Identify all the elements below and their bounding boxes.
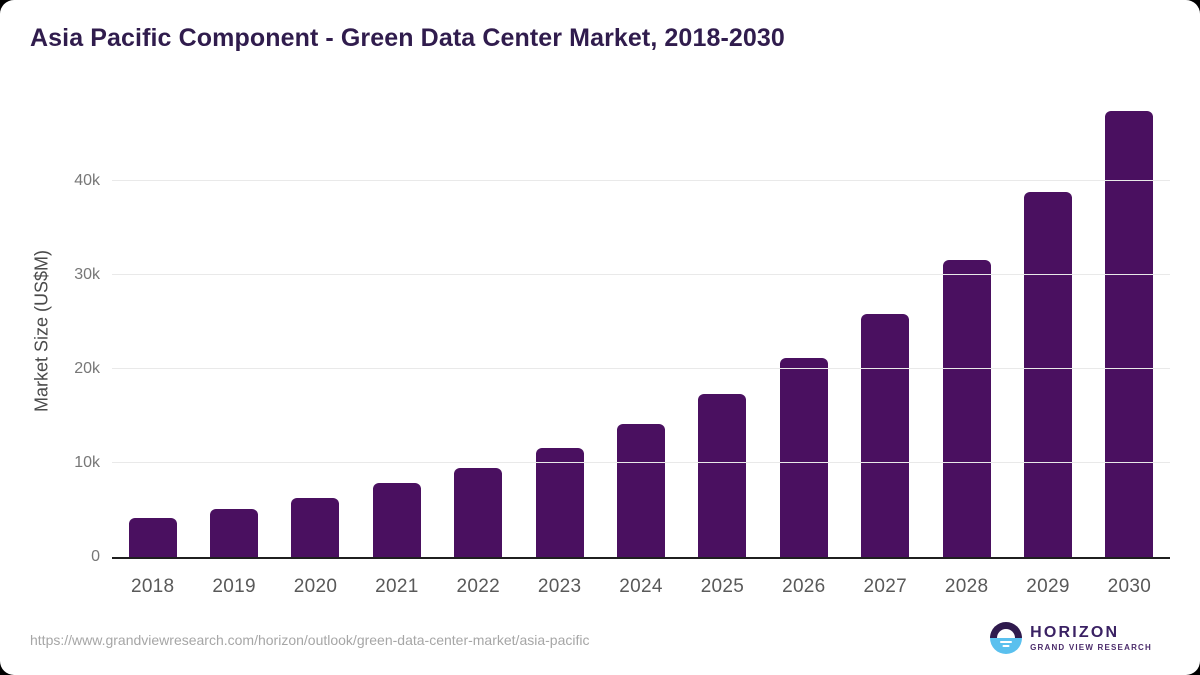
bar-cell [1007,105,1088,557]
bar-2027[interactable] [861,313,910,557]
source-url: https://www.grandviewresearch.com/horizo… [30,632,590,648]
bar-cell [519,105,600,557]
bar-2020[interactable] [291,498,340,557]
bar-cell [1089,105,1170,557]
logo-subtitle: GRAND VIEW RESEARCH [1030,643,1152,652]
sun-dome-shape [997,629,1016,638]
bar-2021[interactable] [372,483,421,557]
x-axis-labels: 2018 2019 2020 2021 2022 2023 2024 2025 2026 2027… [112,563,1170,598]
bar-cell [682,105,763,557]
bar-cell [600,105,681,557]
sun-reflection-line [1000,641,1013,643]
x-axis-label-2024: 2024 [619,576,663,597]
bar-cell [356,105,437,557]
x-axis-label-2029: 2029 [1026,576,1070,597]
bars-container [112,105,1170,557]
x-axis-label-2021: 2021 [375,576,419,597]
x-axis-label-2023: 2023 [537,576,582,597]
bar-cell [193,105,274,557]
bar-2019[interactable] [210,509,259,557]
x-axis-label-2019: 2019 [212,576,256,597]
gridline-30k [112,274,1170,275]
bar-cell [112,105,193,557]
bar-2023[interactable] [535,448,584,557]
bar-2026[interactable] [779,357,828,557]
logo-name: HORIZON [1030,624,1120,641]
sun-reflection-line [1002,645,1010,647]
x-axis-label-2030: 2030 [1107,576,1152,597]
bar-2022[interactable] [454,468,503,557]
x-axis-label-2020: 2020 [293,576,338,597]
bar-2029[interactable] [1023,192,1072,557]
bar-2018[interactable] [128,517,177,557]
gridline-10k [112,462,1170,463]
x-axis-label-2018: 2018 [130,576,175,597]
x-axis-label-2026: 2026 [782,576,826,597]
y-tick-label: 20k [74,360,100,377]
horizon-sun-icon [990,622,1023,654]
x-axis-label-2028: 2028 [944,576,989,597]
plot-area: 0 10k 20k 30k 40k [74,105,1170,565]
bar-cell [438,105,519,557]
y-tick-label: 30k [74,266,100,283]
y-tick-label: 10k [74,454,100,471]
bar-2024[interactable] [617,424,666,557]
x-axis-label-2027: 2027 [863,576,907,597]
bar-cell [763,105,844,557]
horizon-logo: HORIZON GRAND VIEW RESEARCH [990,622,1152,654]
gridline-40k [112,180,1170,181]
logo-text: HORIZON GRAND VIEW RESEARCH [1030,624,1152,652]
bar-cell [845,105,926,557]
bar-cell [926,105,1007,557]
bar-2028[interactable] [942,259,991,557]
chart-title: Asia Pacific Component - Green Data Cent… [30,24,785,52]
gridline-20k [112,368,1170,369]
bar-cell [275,105,356,557]
y-tick-label: 0 [91,548,100,565]
y-tick-label: 40k [74,172,100,189]
x-axis-label-2022: 2022 [456,576,500,597]
x-axis-label-2025: 2025 [700,576,745,597]
bar-2025[interactable] [698,393,747,557]
bar-2030[interactable] [1105,111,1154,557]
